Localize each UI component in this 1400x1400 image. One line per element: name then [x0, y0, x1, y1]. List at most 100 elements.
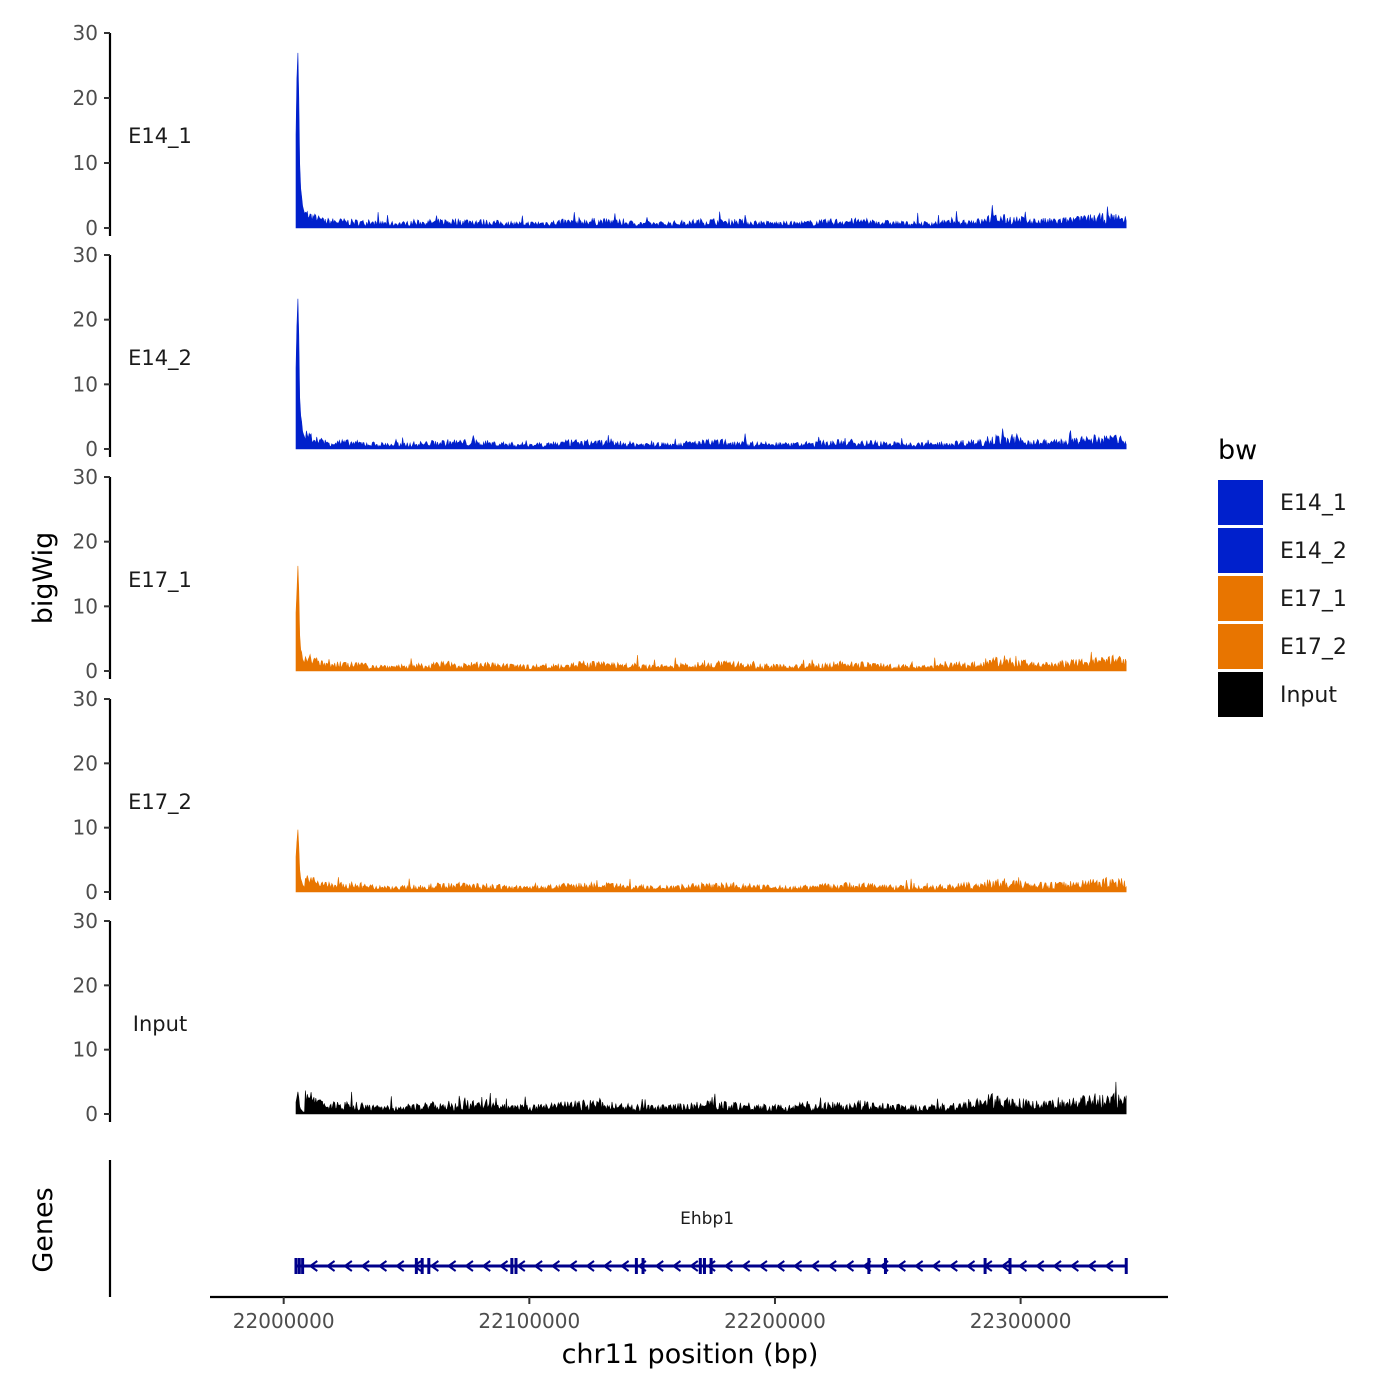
- strand-arrow: [654, 1260, 664, 1272]
- strand-arrow: [481, 1260, 491, 1272]
- legend-swatch: [1218, 480, 1263, 525]
- signal-area: [295, 298, 1127, 450]
- legend-label: E17_1: [1280, 587, 1347, 612]
- y-tick-label: 30: [73, 909, 98, 933]
- strand-arrow: [879, 1260, 889, 1272]
- strand-arrow: [464, 1260, 474, 1272]
- gene-exon: [514, 1258, 518, 1274]
- genes-axis-title: Genes: [28, 1187, 59, 1272]
- x-axis: 22000000 22100000 22200000 22300000: [210, 1295, 1168, 1333]
- track-e17-1: 0 10 20 30 E17_1: [73, 465, 1127, 683]
- signal-area: [295, 565, 1127, 672]
- track-e14-2: 0 10 20 30 E14_2: [73, 243, 1127, 461]
- gene-exon: [427, 1258, 431, 1274]
- strand-arrow: [446, 1260, 457, 1272]
- strand-arrow: [412, 1260, 422, 1272]
- y-tick-label: 30: [73, 243, 98, 267]
- strand-arrow: [689, 1260, 699, 1272]
- x-tick-label: 22100000: [478, 1309, 580, 1333]
- legend: bw E14_1 E14_2 E17_1 E17_2 Input: [1218, 435, 1347, 717]
- strand-arrow: [343, 1260, 353, 1272]
- strand-arrow: [983, 1260, 993, 1272]
- y-tick-label: 0: [85, 659, 98, 683]
- strand-arrow: [325, 1260, 336, 1272]
- y-tick-label: 20: [73, 308, 98, 332]
- gene-exon: [301, 1258, 305, 1274]
- strand-arrow: [1000, 1260, 1010, 1272]
- strand-arrow: [706, 1260, 716, 1272]
- y-tick-label: 10: [73, 151, 98, 175]
- strand-arrow: [516, 1260, 526, 1272]
- gene-exon: [634, 1258, 638, 1274]
- tracks-layer: 0 10 20 30 E14_1 0 10 20 30 E14_2 0 10 20 30 E17_1 0 10 2…: [73, 21, 1127, 1126]
- legend-swatch: [1218, 672, 1263, 717]
- strand-arrow: [792, 1260, 803, 1272]
- track-label: Input: [133, 1012, 187, 1036]
- legend-title: bw: [1218, 435, 1257, 466]
- strand-arrow: [810, 1260, 820, 1272]
- strand-arrow: [723, 1260, 733, 1272]
- strand-arrow: [585, 1260, 595, 1272]
- strand-arrow: [1069, 1260, 1079, 1272]
- strand-arrow: [862, 1260, 872, 1272]
- strand-arrow: [965, 1260, 976, 1272]
- strand-arrow: [913, 1260, 924, 1272]
- y-tick-label: 0: [85, 1102, 98, 1126]
- strand-arrow: [1104, 1260, 1114, 1272]
- strand-arrow: [377, 1260, 388, 1272]
- strand-arrow: [308, 1260, 318, 1272]
- strand-arrow: [671, 1260, 682, 1272]
- strand-arrow: [550, 1260, 561, 1272]
- strand-arrow: [533, 1260, 543, 1272]
- y-tick-label: 30: [73, 21, 98, 45]
- gene-exon: [702, 1258, 706, 1274]
- gene-exon: [294, 1258, 298, 1274]
- signal-area: [295, 829, 1127, 893]
- track-input: 0 10 20 30 Input: [73, 909, 1127, 1126]
- gene-exon: [709, 1258, 713, 1274]
- y-tick-label: 10: [73, 372, 98, 396]
- gene-exon: [883, 1258, 887, 1274]
- track-label: E17_2: [128, 790, 192, 815]
- strand-arrow: [1017, 1260, 1028, 1272]
- strand-arrow: [758, 1260, 768, 1272]
- strand-arrow: [931, 1260, 941, 1272]
- gene-exon: [420, 1258, 424, 1274]
- strand-arrow: [1052, 1260, 1062, 1272]
- track-label: E14_2: [128, 346, 192, 371]
- genes-layer: Ehbp1: [108, 1160, 1128, 1297]
- strand-arrow: [568, 1260, 578, 1272]
- strand-arrow: [1086, 1260, 1097, 1272]
- gene-label: Ehbp1: [680, 1209, 734, 1229]
- strand-arrow: [775, 1260, 785, 1272]
- y-tick-label: 30: [73, 465, 98, 489]
- gene-exon: [1124, 1258, 1128, 1274]
- x-tick-label: 22000000: [233, 1309, 335, 1333]
- strand-arrow: [602, 1260, 612, 1272]
- gene-exon: [698, 1258, 702, 1274]
- gene-exon: [297, 1258, 301, 1274]
- y-tick-label: 10: [73, 816, 98, 840]
- x-axis-title: chr11 position (bp): [562, 1339, 819, 1370]
- strand-arrow: [429, 1260, 439, 1272]
- track-label: E14_1: [128, 124, 192, 149]
- strand-arrow: [360, 1260, 370, 1272]
- gene-exon: [1008, 1258, 1012, 1274]
- strand-arrow: [395, 1260, 405, 1272]
- track-e14-1: 0 10 20 30 E14_1: [73, 21, 1127, 240]
- y-tick-label: 20: [73, 530, 98, 554]
- strand-arrow: [827, 1260, 837, 1272]
- gene-exon: [510, 1258, 514, 1274]
- strand-arrow: [844, 1260, 855, 1272]
- legend-label: Input: [1280, 683, 1337, 708]
- y-tick-label: 0: [85, 216, 98, 240]
- strand-arrow: [637, 1260, 647, 1272]
- track-e17-2: 0 10 20 30 E17_2: [73, 687, 1127, 904]
- signal-area: [295, 1081, 1127, 1115]
- gene-exon: [641, 1258, 645, 1274]
- y-axis-title: bigWig: [28, 532, 59, 625]
- x-tick-label: 22300000: [970, 1309, 1072, 1333]
- legend-swatch: [1218, 528, 1263, 573]
- gene-exon: [414, 1258, 418, 1274]
